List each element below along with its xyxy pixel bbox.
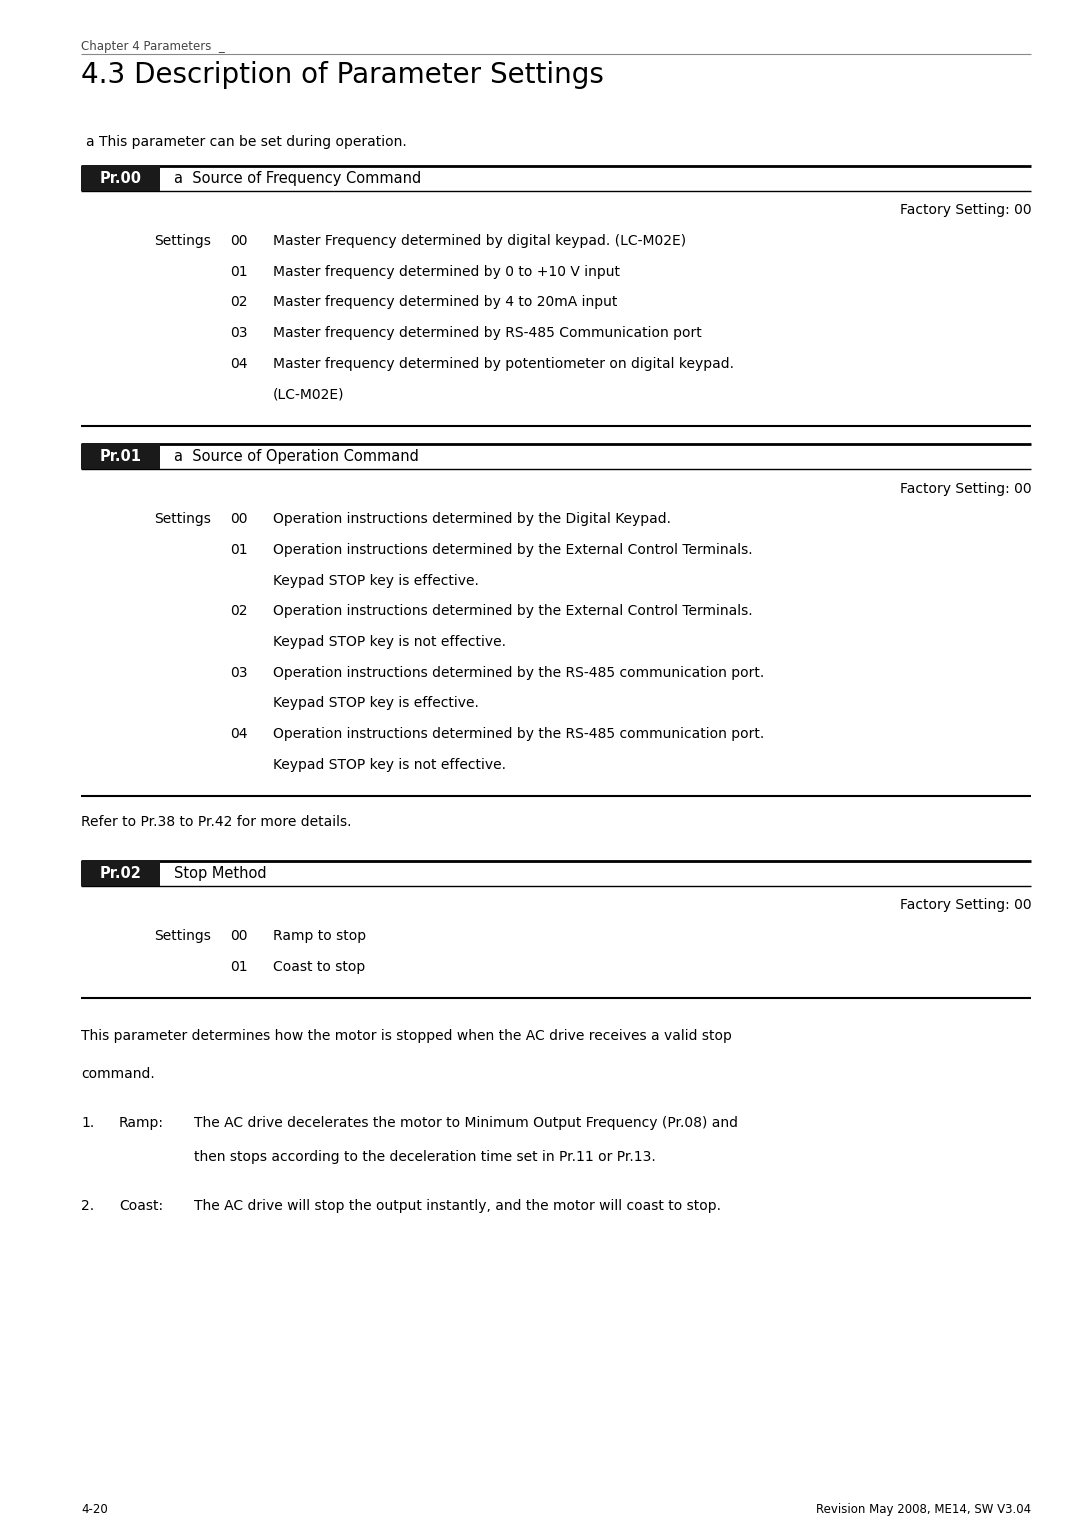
- Text: Keypad STOP key is effective.: Keypad STOP key is effective.: [273, 696, 480, 710]
- Text: Pr.01: Pr.01: [99, 449, 141, 465]
- Text: Master Frequency determined by digital keypad. (LC-M02E): Master Frequency determined by digital k…: [273, 235, 687, 249]
- Text: Master frequency determined by potentiometer on digital keypad.: Master frequency determined by potentiom…: [273, 357, 734, 371]
- Text: Pr.02: Pr.02: [99, 865, 141, 881]
- Text: This parameter determines how the motor is stopped when the AC drive receives a : This parameter determines how the motor …: [81, 1029, 732, 1043]
- Text: Coast to stop: Coast to stop: [273, 960, 365, 974]
- Text: 01: 01: [230, 265, 247, 279]
- Bar: [81, 861, 160, 887]
- Text: Pr.00: Pr.00: [99, 170, 141, 186]
- Text: Keypad STOP key is effective.: Keypad STOP key is effective.: [273, 574, 480, 588]
- Text: Operation instructions determined by the RS-485 communication port.: Operation instructions determined by the…: [273, 666, 765, 680]
- Text: 01: 01: [230, 960, 247, 974]
- Text: Stop Method: Stop Method: [174, 865, 267, 881]
- Text: Coast:: Coast:: [119, 1200, 163, 1213]
- Text: Chapter 4 Parameters  _: Chapter 4 Parameters _: [81, 40, 225, 52]
- Text: Ramp:: Ramp:: [119, 1117, 164, 1131]
- Text: 02: 02: [230, 296, 247, 310]
- Bar: [81, 166, 160, 192]
- Text: Factory Setting: 00: Factory Setting: 00: [900, 899, 1031, 913]
- Text: a  Source of Operation Command: a Source of Operation Command: [174, 449, 419, 465]
- Text: Master frequency determined by 4 to 20mA input: Master frequency determined by 4 to 20mA…: [273, 296, 618, 310]
- Bar: [81, 445, 160, 469]
- Text: 4-20: 4-20: [81, 1503, 108, 1516]
- Text: 00: 00: [230, 235, 247, 249]
- Text: a This parameter can be set during operation.: a This parameter can be set during opera…: [86, 135, 407, 149]
- Text: Factory Setting: 00: Factory Setting: 00: [900, 482, 1031, 495]
- Text: 1.: 1.: [81, 1117, 94, 1131]
- Text: 00: 00: [230, 512, 247, 526]
- Text: command.: command.: [81, 1068, 154, 1081]
- Text: 03: 03: [230, 327, 247, 341]
- Text: Factory Setting: 00: Factory Setting: 00: [900, 204, 1031, 218]
- Text: Settings: Settings: [154, 930, 212, 943]
- Text: Master frequency determined by RS-485 Communication port: Master frequency determined by RS-485 Co…: [273, 327, 702, 341]
- Text: Refer to Pr.38 to Pr.42 for more details.: Refer to Pr.38 to Pr.42 for more details…: [81, 815, 351, 828]
- Text: 2.: 2.: [81, 1200, 94, 1213]
- Text: 03: 03: [230, 666, 247, 680]
- Text: 00: 00: [230, 930, 247, 943]
- Text: Revision May 2008, ME14, SW V3.04: Revision May 2008, ME14, SW V3.04: [816, 1503, 1031, 1516]
- Text: 4.3 Description of Parameter Settings: 4.3 Description of Parameter Settings: [81, 61, 604, 89]
- Text: Master frequency determined by 0 to +10 V input: Master frequency determined by 0 to +10 …: [273, 265, 620, 279]
- Text: Keypad STOP key is not effective.: Keypad STOP key is not effective.: [273, 758, 507, 772]
- Text: Operation instructions determined by the External Control Terminals.: Operation instructions determined by the…: [273, 604, 753, 618]
- Text: 02: 02: [230, 604, 247, 618]
- Text: Keypad STOP key is not effective.: Keypad STOP key is not effective.: [273, 635, 507, 649]
- Text: 01: 01: [230, 543, 247, 557]
- Text: 04: 04: [230, 357, 247, 371]
- Text: Ramp to stop: Ramp to stop: [273, 930, 366, 943]
- Text: The AC drive will stop the output instantly, and the motor will coast to stop.: The AC drive will stop the output instan…: [194, 1200, 721, 1213]
- Text: Operation instructions determined by the External Control Terminals.: Operation instructions determined by the…: [273, 543, 753, 557]
- Text: Settings: Settings: [154, 512, 212, 526]
- Text: Operation instructions determined by the RS-485 communication port.: Operation instructions determined by the…: [273, 727, 765, 741]
- Text: a  Source of Frequency Command: a Source of Frequency Command: [174, 170, 421, 186]
- Text: Operation instructions determined by the Digital Keypad.: Operation instructions determined by the…: [273, 512, 672, 526]
- Text: (LC-M02E): (LC-M02E): [273, 388, 345, 402]
- Text: The AC drive decelerates the motor to Minimum Output Frequency (Pr.08) and: The AC drive decelerates the motor to Mi…: [194, 1117, 739, 1131]
- Text: Settings: Settings: [154, 235, 212, 249]
- Text: then stops according to the deceleration time set in Pr.11 or Pr.13.: then stops according to the deceleration…: [194, 1150, 657, 1164]
- Text: 04: 04: [230, 727, 247, 741]
